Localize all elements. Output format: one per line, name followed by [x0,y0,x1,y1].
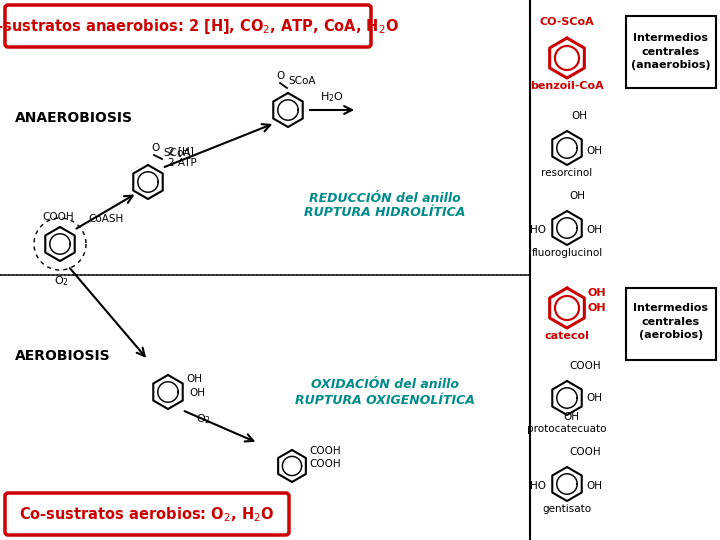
Text: H$_2$O: H$_2$O [320,90,344,104]
Text: O: O [276,71,284,81]
Text: 2 [H]: 2 [H] [168,146,194,156]
Text: ANAEROBIOSIS: ANAEROBIOSIS [15,111,133,125]
Text: O$_2$: O$_2$ [55,274,70,288]
Text: centrales: centrales [642,317,700,327]
Text: catecol: catecol [544,331,590,341]
Text: benzoil-CoA: benzoil-CoA [530,81,604,91]
FancyBboxPatch shape [626,16,716,88]
Text: (anaerobios): (anaerobios) [631,60,711,70]
FancyBboxPatch shape [626,288,716,360]
Text: OH: OH [586,146,602,156]
Text: OH: OH [586,481,602,491]
Text: CO-SCoA: CO-SCoA [539,17,595,27]
Text: OH: OH [588,288,607,298]
Text: SCoA: SCoA [288,76,315,86]
Text: COOH: COOH [309,446,341,456]
Text: Co-sustratos aerobios: O$_2$, H$_2$O: Co-sustratos aerobios: O$_2$, H$_2$O [19,505,274,524]
Text: resorcinol: resorcinol [541,168,593,178]
Text: SCoA: SCoA [163,148,191,158]
Text: OH: OH [569,191,585,201]
Text: Intermedios: Intermedios [634,303,708,313]
Text: protocatecuato: protocatecuato [527,424,607,434]
Text: COOH: COOH [309,459,341,469]
Text: RUPTURA HIDROLÍTICA: RUPTURA HIDROLÍTICA [305,206,466,219]
Text: HO: HO [530,225,546,235]
Text: COOH: COOH [569,361,600,371]
Text: RUPTURA OXIGENOLÍTICA: RUPTURA OXIGENOLÍTICA [295,394,475,407]
Text: 2 ATP: 2 ATP [168,158,197,168]
Text: OH: OH [186,374,202,384]
Text: gentisato: gentisato [542,504,592,514]
Text: fluoroglucinol: fluoroglucinol [531,248,603,258]
Text: Co-sustratos anaerobios: 2 [H], CO$_2$, ATP, CoA, H$_2$O: Co-sustratos anaerobios: 2 [H], CO$_2$, … [0,17,400,37]
Text: O: O [151,143,159,153]
Text: centrales: centrales [642,47,700,57]
Text: OXIDACIÓN del anillo: OXIDACIÓN del anillo [311,379,459,392]
Text: OH: OH [588,303,607,313]
Text: CoASH: CoASH [88,214,123,224]
Text: OH: OH [586,393,602,403]
FancyBboxPatch shape [5,493,289,535]
Text: (aerobios): (aerobios) [639,330,703,340]
Text: OH: OH [586,225,602,235]
Text: HO: HO [530,481,546,491]
Text: REDUCCIÓN del anillo: REDUCCIÓN del anillo [309,192,461,205]
Text: OH: OH [571,111,587,121]
Text: COOH: COOH [42,212,74,222]
Text: Intermedios: Intermedios [634,33,708,43]
Text: COOH: COOH [569,447,600,457]
FancyBboxPatch shape [5,5,371,47]
Text: O$_2$: O$_2$ [196,412,211,426]
Text: AEROBIOSIS: AEROBIOSIS [15,349,111,363]
Text: OH: OH [563,412,579,422]
Text: OH: OH [189,388,205,398]
